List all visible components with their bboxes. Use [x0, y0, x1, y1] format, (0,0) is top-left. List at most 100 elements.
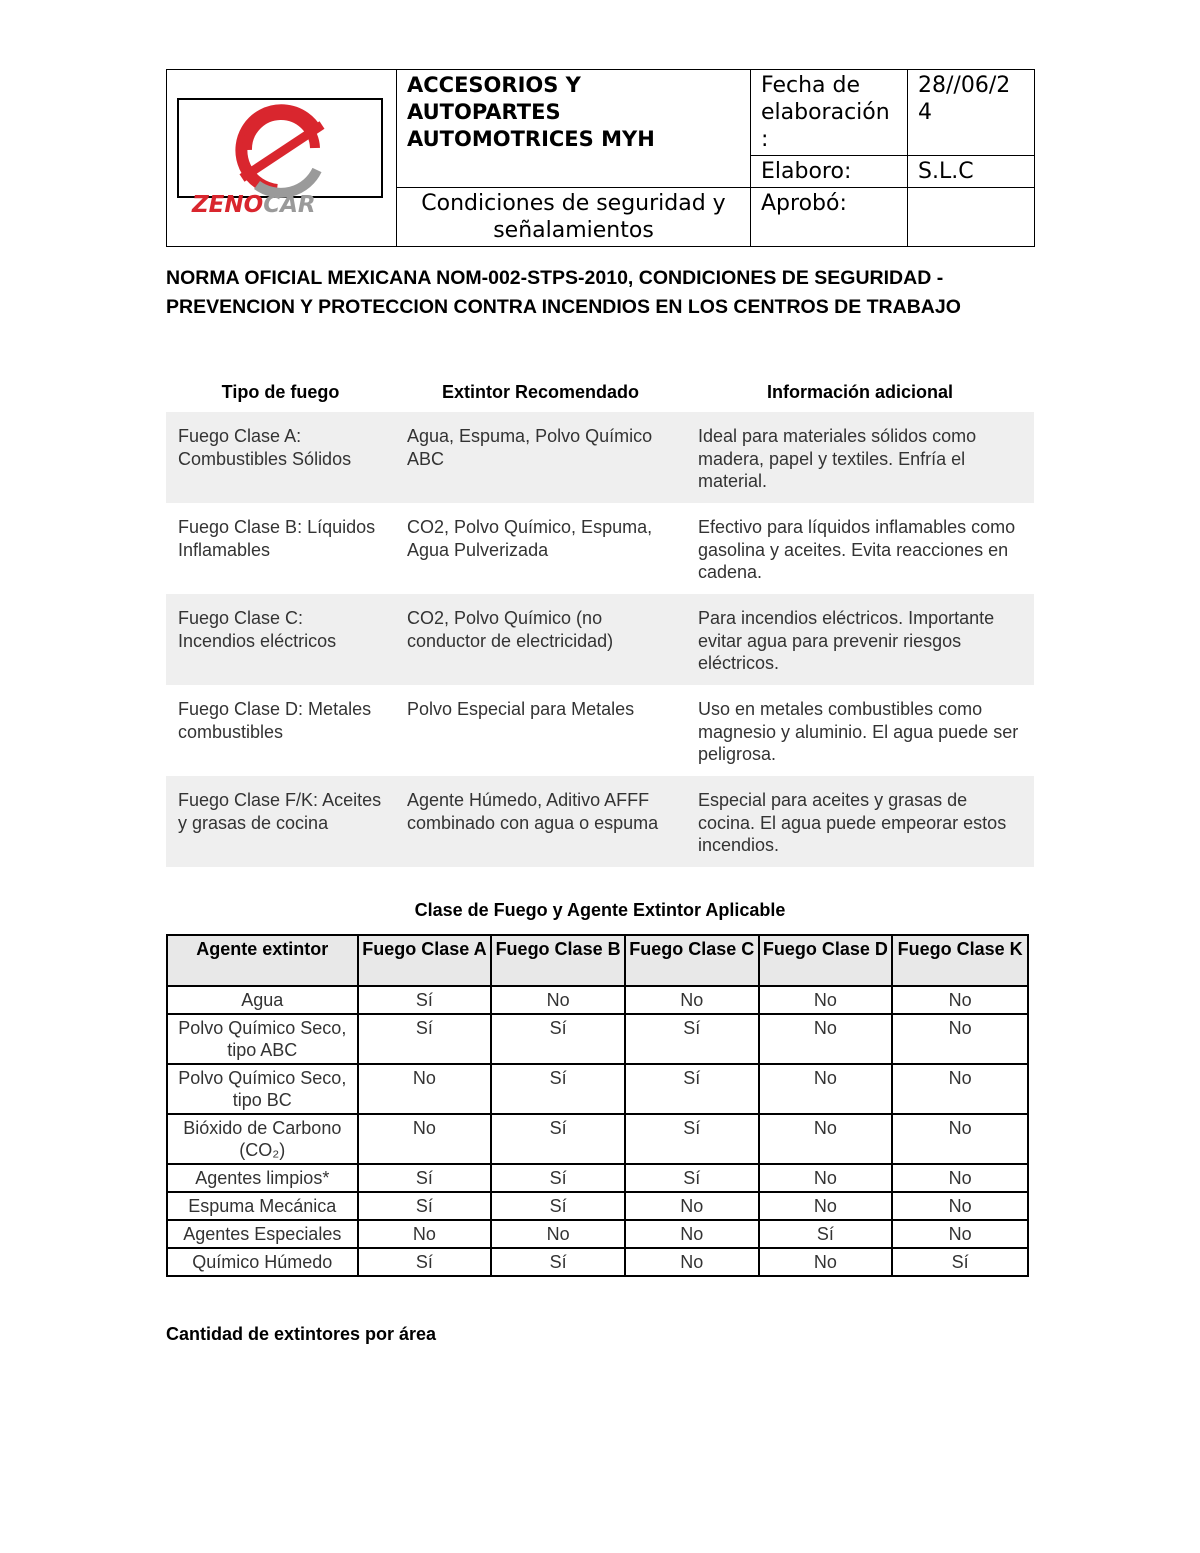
table-cell: No — [891, 1013, 1029, 1065]
table-cell: Espuma Mecánica — [166, 1191, 359, 1221]
table-cell: Fuego Clase D: Metales combustibles — [178, 699, 372, 742]
table-cell: Sí — [490, 1247, 626, 1277]
table-cell: No — [891, 1219, 1029, 1249]
table-cell: Para incendios eléctricos. Importante ev… — [686, 594, 1034, 685]
table-cell: Sí — [891, 1247, 1029, 1277]
table-cell: CO2, Polvo Químico, Espuma, Agua Pulveri… — [407, 517, 653, 560]
date-value: 28//06/2 4 — [907, 69, 1035, 156]
table-cell: Sí — [356, 1013, 493, 1065]
aprobo-value — [907, 187, 1035, 247]
table-cell: No — [490, 985, 626, 1015]
column-header: Fuego Clase A — [356, 934, 493, 987]
table-row: Fuego Clase F/K: Aceites y grasas de coc… — [166, 776, 1034, 867]
table-cell: Sí — [490, 1163, 626, 1193]
document-header-table: ZENOCAR ACCESORIOS Y AUTOPARTES AUTOMOTR… — [166, 69, 1035, 247]
table-cell: No — [891, 1191, 1029, 1221]
table-cell: Sí — [490, 1013, 626, 1065]
table-row: Fuego Clase D: Metales combustibles Polvo… — [166, 685, 1034, 776]
table-cell: Químico Húmedo — [166, 1247, 359, 1277]
table-cell: Polvo Químico Seco, tipo BC — [166, 1063, 359, 1115]
table-cell: No — [623, 985, 760, 1015]
table-cell: Sí — [490, 1191, 626, 1221]
norma-title: NORMA OFICIAL MEXICANA NOM-002-STPS-2010… — [166, 267, 961, 318]
table-row: Fuego Clase C: Incendios eléctricos CO2, … — [166, 594, 1034, 685]
table-cell: Polvo Químico Seco, tipo ABC — [166, 1013, 359, 1065]
table-cell: Agente Húmedo, Aditivo AFFF combinado co… — [395, 776, 686, 867]
column-header: Extintor Recomendado — [441, 381, 640, 402]
svg-text:ZENOCAR: ZENOCAR — [191, 192, 316, 218]
table-cell: Sí — [623, 1113, 760, 1165]
table-cell: Sí — [490, 1063, 626, 1115]
table-cell: No — [623, 1191, 760, 1221]
table-row: Fuego Clase B: Líquidos Inflamables CO2, … — [166, 503, 1034, 594]
table-cell: Fuego Clase A: Combustibles Sólidos — [166, 412, 395, 503]
table-cell: No — [891, 985, 1029, 1015]
table-cell: Sí — [757, 1219, 894, 1249]
table-cell: Agua, Espuma, Polvo Químico ABC — [395, 412, 686, 503]
table-cell: Uso en metales combustibles como magnesi… — [698, 699, 1019, 764]
column-header: Fuego Clase B — [490, 934, 626, 987]
table-cell: CO2, Polvo Químico (no conductor de elec… — [395, 594, 686, 685]
document-title: Condiciones de seguridad y señalamientos — [396, 187, 751, 247]
table-cell: No — [757, 1247, 894, 1277]
table-cell: No — [757, 1191, 894, 1221]
aprobo-label: Aprobó: — [750, 187, 908, 247]
table-row: Espuma Mecánica Sí Sí No No No — [166, 1191, 1029, 1221]
table-cell: Agentes Especiales — [166, 1219, 359, 1249]
table-cell: Sí — [623, 1063, 760, 1115]
table-row: Fuego Clase A: Combustibles Sólidos Agua,… — [166, 412, 1034, 503]
table-cell: No — [757, 985, 894, 1015]
table-cell: Sí — [623, 1013, 760, 1065]
table-row: Agentes Especiales No No No Sí No — [166, 1219, 1029, 1249]
table-cell: Sí — [490, 1113, 626, 1165]
extinguishers-per-area-heading: Cantidad de extintores por área — [166, 1324, 437, 1344]
column-header: Fuego Clase D — [757, 934, 894, 987]
table-cell: No — [757, 1163, 894, 1193]
table-cell: Sí — [356, 1191, 493, 1221]
table-cell: No — [356, 1113, 493, 1165]
table-cell: Fuego Clase F/K: Aceites y grasas de coc… — [166, 776, 395, 867]
table-cell: No — [356, 1219, 493, 1249]
table-cell: Ideal para materiales sólidos como mader… — [686, 412, 1034, 503]
table-cell: Sí — [623, 1163, 760, 1193]
table-cell: Polvo Especial para Metales — [407, 699, 635, 719]
table-cell: No — [757, 1013, 894, 1065]
elaboro-value: S.L.C — [907, 155, 1035, 188]
table-cell: Fuego Clase C: Incendios eléctricos — [166, 594, 395, 685]
table-cell: Sí — [356, 1163, 493, 1193]
table-cell: Sí — [356, 1247, 493, 1277]
column-header: Fuego Clase C — [623, 934, 760, 987]
table-cell: No — [490, 1219, 626, 1249]
table-cell: No — [356, 1063, 493, 1115]
column-header: Fuego Clase K — [891, 934, 1029, 987]
table-row: Polvo Químico Seco, tipo ABC Sí Sí Sí No No — [166, 1013, 1029, 1065]
table-row: Agua Sí No No No No — [166, 985, 1029, 1015]
table-cell: No — [623, 1247, 760, 1277]
class-table-caption: Clase de Fuego y Agente Extintor Aplicab… — [414, 900, 786, 920]
column-header: Tipo de fuego — [221, 381, 340, 402]
fire-types-table: Tipo de fuego Extintor Recomendado Infor… — [166, 372, 1034, 867]
table-cell: No — [891, 1113, 1029, 1165]
date-label: Fecha de elaboración : — [750, 69, 908, 156]
table-row: Polvo Químico Seco, tipo BC No Sí Sí No No — [166, 1063, 1029, 1115]
table-cell: No — [757, 1063, 894, 1115]
table-cell: Agentes limpios* — [166, 1163, 359, 1193]
table-cell: No — [623, 1219, 760, 1249]
table-cell: Bióxido de Carbono (CO₂) — [166, 1113, 359, 1165]
logo-cell: ZENOCAR — [166, 69, 397, 247]
zenocar-logo: ZENOCAR — [177, 98, 383, 218]
company-name: ACCESORIOS Y AUTOPARTES AUTOMOTRICES MYH — [396, 69, 751, 188]
table-row: Químico Húmedo Sí Sí No No Sí — [166, 1247, 1029, 1277]
table-row: Agentes limpios* Sí Sí Sí No No — [166, 1163, 1029, 1193]
column-header: Agente extintor — [166, 934, 359, 987]
table-cell: Efectivo para líquidos inflamables como … — [698, 517, 1016, 582]
table-cell: Agua — [166, 985, 359, 1015]
table-cell: Fuego Clase B: Líquidos Inflamables — [178, 517, 376, 560]
table-cell: Sí — [356, 985, 493, 1015]
table-row: Bióxido de Carbono (CO₂) No Sí Sí No No — [166, 1113, 1029, 1165]
table-cell: Especial para aceites y grasas de cocina… — [686, 776, 1034, 867]
table-cell: No — [757, 1113, 894, 1165]
table-cell: No — [891, 1163, 1029, 1193]
table-cell: No — [891, 1063, 1029, 1115]
elaboro-label: Elaboro: — [750, 155, 908, 188]
